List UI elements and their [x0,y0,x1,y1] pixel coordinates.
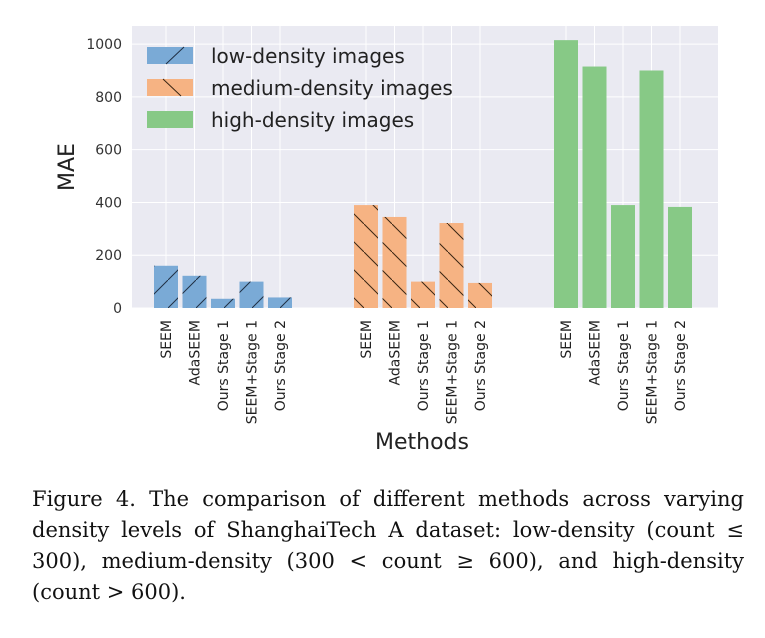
x-category-label: AdaSEEM [588,320,604,385]
bar-2-0 [554,40,578,308]
y-tick-label: 200 [95,248,122,264]
x-category-label: SEEM [159,320,175,359]
bar-hatch [382,216,407,308]
x-category-label: Ours Stage 2 [473,320,489,411]
chart: 0 200 400 600 800 1000 SEEM AdaSEEM Ours Stage … [55,26,718,455]
bar-2-1 [582,66,607,309]
bar-hatch [182,275,207,308]
bar-2-4 [668,206,692,308]
legend-label: high-density images [211,108,414,132]
bar-2-3 [639,70,664,309]
x-category-label: SEEM+Stage 1 [645,320,661,424]
y-tick-label: 1000 [86,37,122,53]
legend-hatch [165,46,185,65]
x-category-label: AdaSEEM [388,320,404,385]
bars [154,40,692,309]
y-tick-label: 0 [113,301,122,317]
bar-hatch [439,223,464,308]
y-axis-ticks: 0 200 400 600 800 1000 [86,37,122,317]
legend-swatch [147,47,193,64]
legend: low-density images medium-density images h… [147,44,453,132]
legend-swatch [147,79,193,96]
figure-caption: Figure 4. The comparison of different me… [32,487,744,604]
legend-hatch [162,78,182,97]
x-category-label: SEEM [559,320,575,359]
x-category-label: Ours Stage 1 [416,320,432,411]
x-category-label: SEEM+Stage 1 [445,320,461,424]
x-category-label: AdaSEEM [188,320,204,385]
bar-hatch [468,282,492,308]
y-axis-label: MAE [55,143,80,191]
y-tick-label: 400 [95,195,122,211]
bar-hatch [239,281,264,308]
bar-hatch [411,281,435,308]
x-axis-label: Methods [375,430,469,455]
x-category-label: SEEM [359,320,375,359]
x-category-label: Ours Stage 2 [273,320,289,411]
legend-label: medium-density images [211,76,453,100]
bar-2-2 [611,205,635,308]
legend-label: low-density images [211,44,405,68]
x-axis-categories: SEEM AdaSEEM Ours Stage 1 SEEM+Stage 1 Ours … [159,320,689,424]
bar-hatch [354,205,378,308]
bar-hatch [268,297,292,308]
y-tick-label: 800 [95,90,122,106]
x-category-label: Ours Stage 2 [673,320,689,411]
y-tick-label: 600 [95,143,122,159]
x-category-label: Ours Stage 1 [616,320,632,411]
legend-swatch [147,111,193,128]
x-category-label: SEEM+Stage 1 [245,320,261,424]
x-category-label: Ours Stage 1 [216,320,232,411]
bar-hatch [154,265,178,308]
bar-hatch [211,298,235,308]
